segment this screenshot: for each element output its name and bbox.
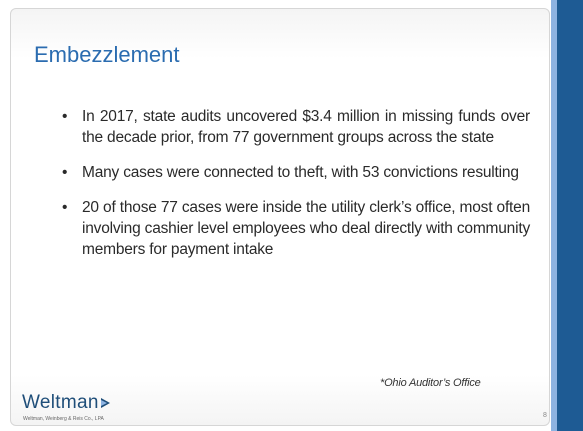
logo-arrow: [100, 397, 110, 408]
page-number: 8: [543, 412, 547, 419]
bullet-item: Many cases were connected to theft, with…: [60, 162, 530, 183]
slide-title: Embezzlement: [34, 42, 180, 67]
logo-subtitle: Weltman, Weinberg & Reis Co., LPA: [23, 416, 104, 422]
logo-text: Weltman: [22, 392, 99, 413]
bullet-list: In 2017, state audits uncovered $3.4 mil…: [60, 106, 530, 274]
bullet-item: In 2017, state audits uncovered $3.4 mil…: [60, 106, 530, 148]
accent-stripe: [551, 0, 557, 431]
bullet-item: 20 of those 77 cases were inside the uti…: [60, 197, 530, 260]
logo: Weltman: [22, 392, 111, 414]
source-note: *Ohio Auditor’s Office: [380, 377, 481, 389]
accent-bar: [557, 0, 583, 431]
